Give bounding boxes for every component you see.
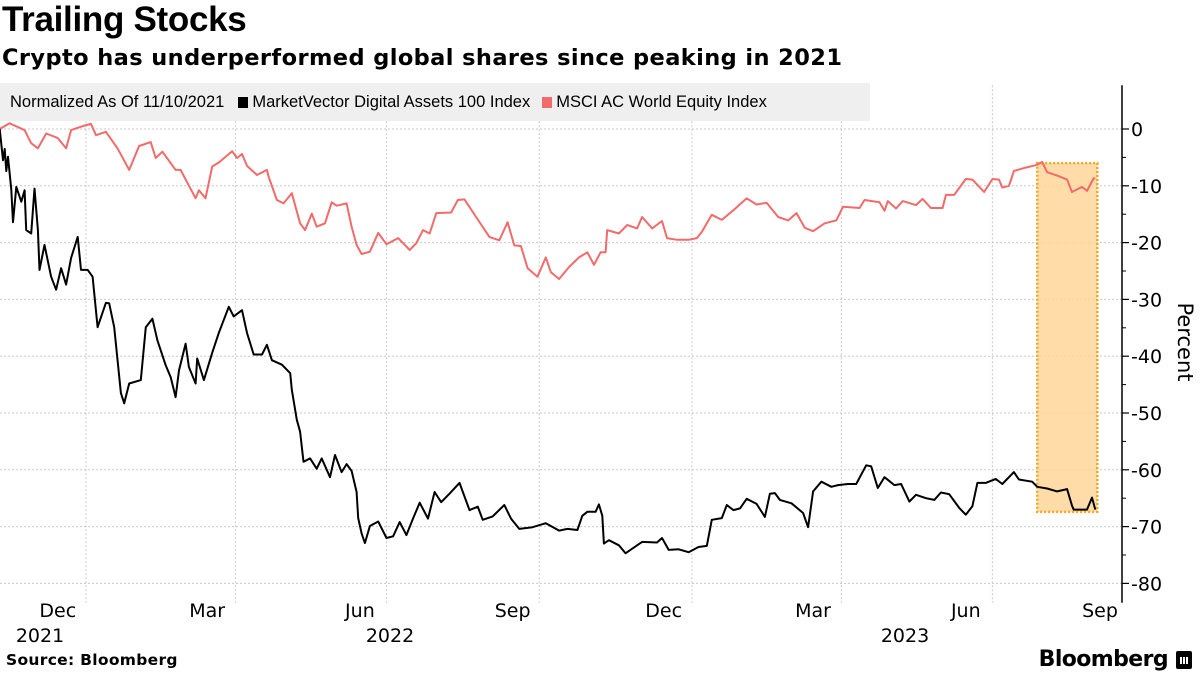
legend-swatch-black (238, 96, 249, 108)
legend-item-msci: MSCI AC World Equity Index (542, 93, 767, 112)
bloomberg-chart-icon (1176, 650, 1192, 669)
highlight-box (1035, 161, 1099, 514)
y-tick-label: -80 (1131, 573, 1162, 595)
legend-item-crypto: MarketVector Digital Assets 100 Index (238, 93, 530, 112)
legend: Normalized As Of 11/10/2021 MarketVector… (0, 83, 870, 121)
x-tick-label: Sep (495, 600, 531, 622)
chart-title: Trailing Stocks (2, 0, 247, 39)
legend-note: Normalized As Of 11/10/2021 (10, 92, 225, 111)
legend-label: MSCI AC World Equity Index (556, 92, 767, 111)
legend-swatch-red (542, 96, 553, 108)
chart-subtitle: Crypto has underperformed global shares … (2, 45, 843, 71)
x-year-label: 2022 (366, 625, 414, 647)
gridlines (0, 85, 1122, 603)
x-axis: Dec Mar Jun Sep Dec Mar Jun Sep 2021 2022 2023 (16, 600, 1118, 647)
x-tick-label: Dec (645, 600, 682, 622)
logo-text: Bloomberg (1038, 647, 1169, 672)
y-axis-label: Percent (1173, 302, 1197, 382)
x-tick-label: Mar (795, 600, 831, 622)
legend-label: MarketVector Digital Assets 100 Index (252, 92, 531, 111)
y-tick-label: -70 (1131, 517, 1162, 539)
series-layer (0, 122, 1097, 555)
y-tick-label: -40 (1131, 346, 1162, 368)
x-year-label: 2023 (881, 625, 929, 647)
x-year-label: 2021 (16, 625, 64, 647)
series-line-msci (0, 122, 1096, 280)
y-tick-label: -50 (1131, 403, 1162, 425)
x-tick-label: Dec (39, 600, 76, 622)
highlight-layer (1035, 161, 1099, 514)
y-tick-label: -10 (1131, 176, 1162, 198)
y-tick-label: -20 (1131, 233, 1162, 255)
x-tick-label: Jun (344, 600, 375, 622)
y-axis: 0 -10 -20 -30 -40 -50 -60 -70 -80 (1121, 85, 1162, 603)
y-tick-label: 0 (1131, 119, 1143, 141)
y-tick-label: -30 (1131, 289, 1162, 311)
x-tick-label: Sep (1082, 600, 1118, 622)
x-tick-label: Mar (189, 600, 225, 622)
source-note: Source: Bloomberg (6, 651, 178, 669)
x-tick-label: Jun (950, 600, 981, 622)
bloomberg-logo: Bloomberg (1039, 647, 1192, 672)
series-line-crypto (0, 128, 1097, 555)
y-tick-label: -60 (1131, 460, 1162, 482)
